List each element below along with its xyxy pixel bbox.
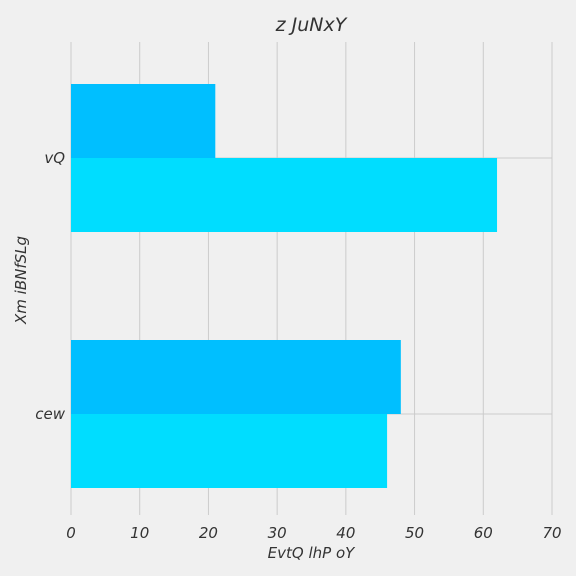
chart-title: z JuNxY	[275, 14, 348, 36]
bars	[71, 84, 498, 488]
y-tick-label: vQ	[44, 149, 65, 167]
bar-vQ-series-1	[71, 158, 498, 232]
tick-labels: 0 10 20 30 40 50 60 70 cew vQ	[35, 149, 561, 542]
y-tick-label: cew	[35, 405, 65, 423]
x-tick-label: 50	[405, 524, 424, 542]
x-tick-label: 0	[66, 524, 76, 542]
x-axis-label: EvtQ lhP oY	[268, 544, 356, 562]
x-tick-label: 30	[268, 524, 287, 542]
bar-cew-series-2	[71, 340, 401, 414]
y-axis-label: Xm iBNfSLg	[12, 236, 30, 325]
x-tick-label: 40	[336, 524, 355, 542]
x-tick-label: 10	[130, 524, 149, 542]
bar-vQ-series-2	[71, 84, 216, 158]
x-tick-label: 60	[474, 524, 493, 542]
x-tick-label: 20	[199, 524, 218, 542]
bar-cew-series-1	[71, 414, 388, 488]
x-tick-label: 70	[542, 524, 561, 542]
